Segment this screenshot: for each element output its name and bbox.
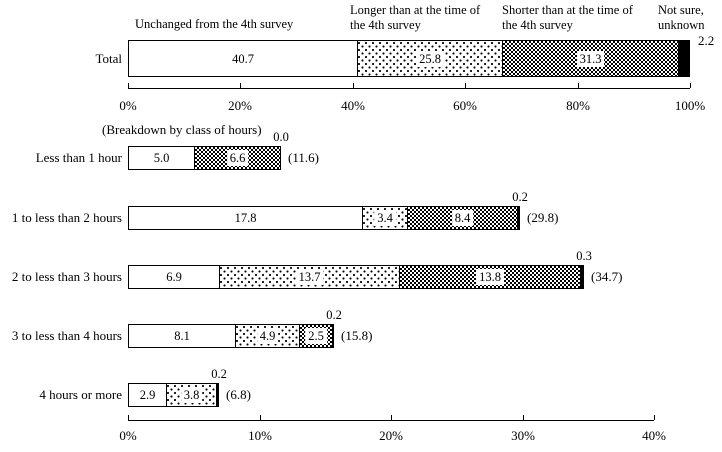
notsure-annotation: 0.2 (326, 308, 342, 322)
segment-value-label: 17.8 (231, 210, 260, 226)
axis-tick-label: 10% (248, 428, 272, 443)
total-notsure-value: 2.2 (698, 33, 715, 48)
axis-tick-label: 0% (119, 428, 137, 443)
notsure-annotation: 0.2 (512, 190, 528, 204)
segment-value-label: 31.3 (576, 50, 605, 67)
segment-value-label: 40.7 (229, 50, 257, 67)
bar-segment-notsure (217, 384, 218, 406)
axis-tick (128, 83, 129, 88)
segment-value-label: 8.4 (451, 210, 474, 226)
axis-tick (654, 415, 655, 420)
bar-row-2: 6.9 13.7 13.8 (128, 265, 584, 289)
legend-longer: Longer than at the time of the 4th surve… (350, 3, 481, 32)
axis-tick (465, 83, 466, 88)
axis-tick-label: 40% (341, 98, 365, 113)
row-total-label: (34.7) (591, 269, 623, 284)
bar-segment-unchanged: 40.7 (129, 41, 358, 76)
bar-segment-notsure (679, 41, 689, 76)
category-label: Less than 1 hour (35, 150, 122, 165)
bar-segment-unchanged: 8.1 (129, 325, 236, 347)
bar-segment-unchanged: 5.0 (129, 147, 195, 169)
segment-value-label: 13.8 (476, 269, 504, 285)
axis-tick-label: 80% (566, 98, 590, 113)
bar-row-4: 2.9 3.8 (128, 383, 219, 407)
axis-line (128, 88, 690, 89)
notsure-annotation: 0.3 (576, 249, 592, 263)
row-total-label: (15.8) (341, 328, 373, 343)
bar-segment-unchanged: 17.8 (129, 207, 363, 229)
axis-tick (578, 83, 579, 88)
bar-segment-longer: 3.4 (363, 207, 408, 229)
segment-value-label: 4.9 (256, 328, 279, 344)
total-bar: 40.7 25.8 31.3 (128, 40, 690, 77)
notsure-annotation: 0.2 (211, 367, 227, 381)
segment-value-label: 8.1 (171, 328, 193, 344)
bar-segment-shorter: 8.4 (408, 207, 518, 229)
legend-not-sure: Not sure, unknown (658, 3, 705, 32)
segment-value-label: 5.0 (150, 150, 173, 166)
axis-tick (240, 83, 241, 88)
bar-row-0: 5.0 6.6 (128, 146, 281, 170)
legend-shorter: Shorter than at the time of the 4th surv… (502, 3, 633, 32)
axis-tick-label: 20% (379, 428, 403, 443)
axis-tick (353, 83, 354, 88)
segment-value-label: 2.9 (136, 387, 159, 403)
axis-tick (690, 83, 691, 88)
axis-tick-label: 60% (453, 98, 477, 113)
category-label: 1 to less than 2 hours (11, 210, 122, 225)
axis-tick (128, 415, 129, 420)
segment-value-label: 13.7 (295, 269, 324, 285)
row-total-label: (6.8) (226, 387, 251, 402)
segment-value-label: 6.9 (163, 269, 185, 285)
segment-value-label: 3.8 (180, 387, 203, 403)
axis-tick (260, 415, 261, 420)
notsure-annotation: 0.0 (273, 130, 289, 144)
bar-segment-longer: 13.7 (220, 266, 400, 288)
axis-tick-label: 100% (674, 98, 706, 113)
axis-tick-label: 30% (511, 428, 535, 443)
bar-segment-longer: 25.8 (358, 41, 503, 76)
category-label: 3 to less than 4 hours (11, 328, 122, 343)
row-total-label: (11.6) (288, 150, 319, 165)
axis-tick (391, 415, 392, 420)
legend-unchanged: Unchanged from the 4th survey (135, 17, 294, 31)
bar-segment-longer: 3.8 (167, 384, 217, 406)
segment-value-label: 25.8 (416, 50, 444, 67)
axis-tick-label: 0% (119, 98, 137, 113)
category-label: 4 hours or more (39, 387, 122, 402)
axis-tick-label: 40% (642, 428, 666, 443)
bar-row-3: 8.1 4.9 2.5 (128, 324, 334, 348)
bar-segment-unchanged: 2.9 (129, 384, 167, 406)
bar-segment-notsure (581, 266, 583, 288)
axis-line (128, 420, 654, 421)
segment-value-label: 3.4 (374, 210, 396, 226)
bar-segment-shorter: 31.3 (503, 41, 679, 76)
bar-segment-notsure (518, 207, 519, 229)
category-label-total: Total (95, 51, 122, 66)
bar-segment-shorter: 13.8 (400, 266, 581, 288)
bar-segment-shorter: 6.6 (195, 147, 280, 169)
bar-row-1: 17.8 3.4 8.4 (128, 206, 520, 230)
category-label: 2 to less than 3 hours (11, 269, 122, 284)
bar-segment-unchanged: 6.9 (129, 266, 220, 288)
bar-segment-shorter: 2.5 (300, 325, 333, 347)
breakdown-heading: (Breakdown by class of hours) (102, 122, 262, 137)
axis-tick-label: 20% (228, 98, 252, 113)
axis-tick (523, 415, 524, 420)
segment-value-label: 6.6 (226, 150, 249, 166)
bar-segment-longer: 4.9 (236, 325, 300, 347)
row-total-label: (29.8) (527, 210, 559, 225)
segment-value-label: 2.5 (305, 328, 327, 344)
